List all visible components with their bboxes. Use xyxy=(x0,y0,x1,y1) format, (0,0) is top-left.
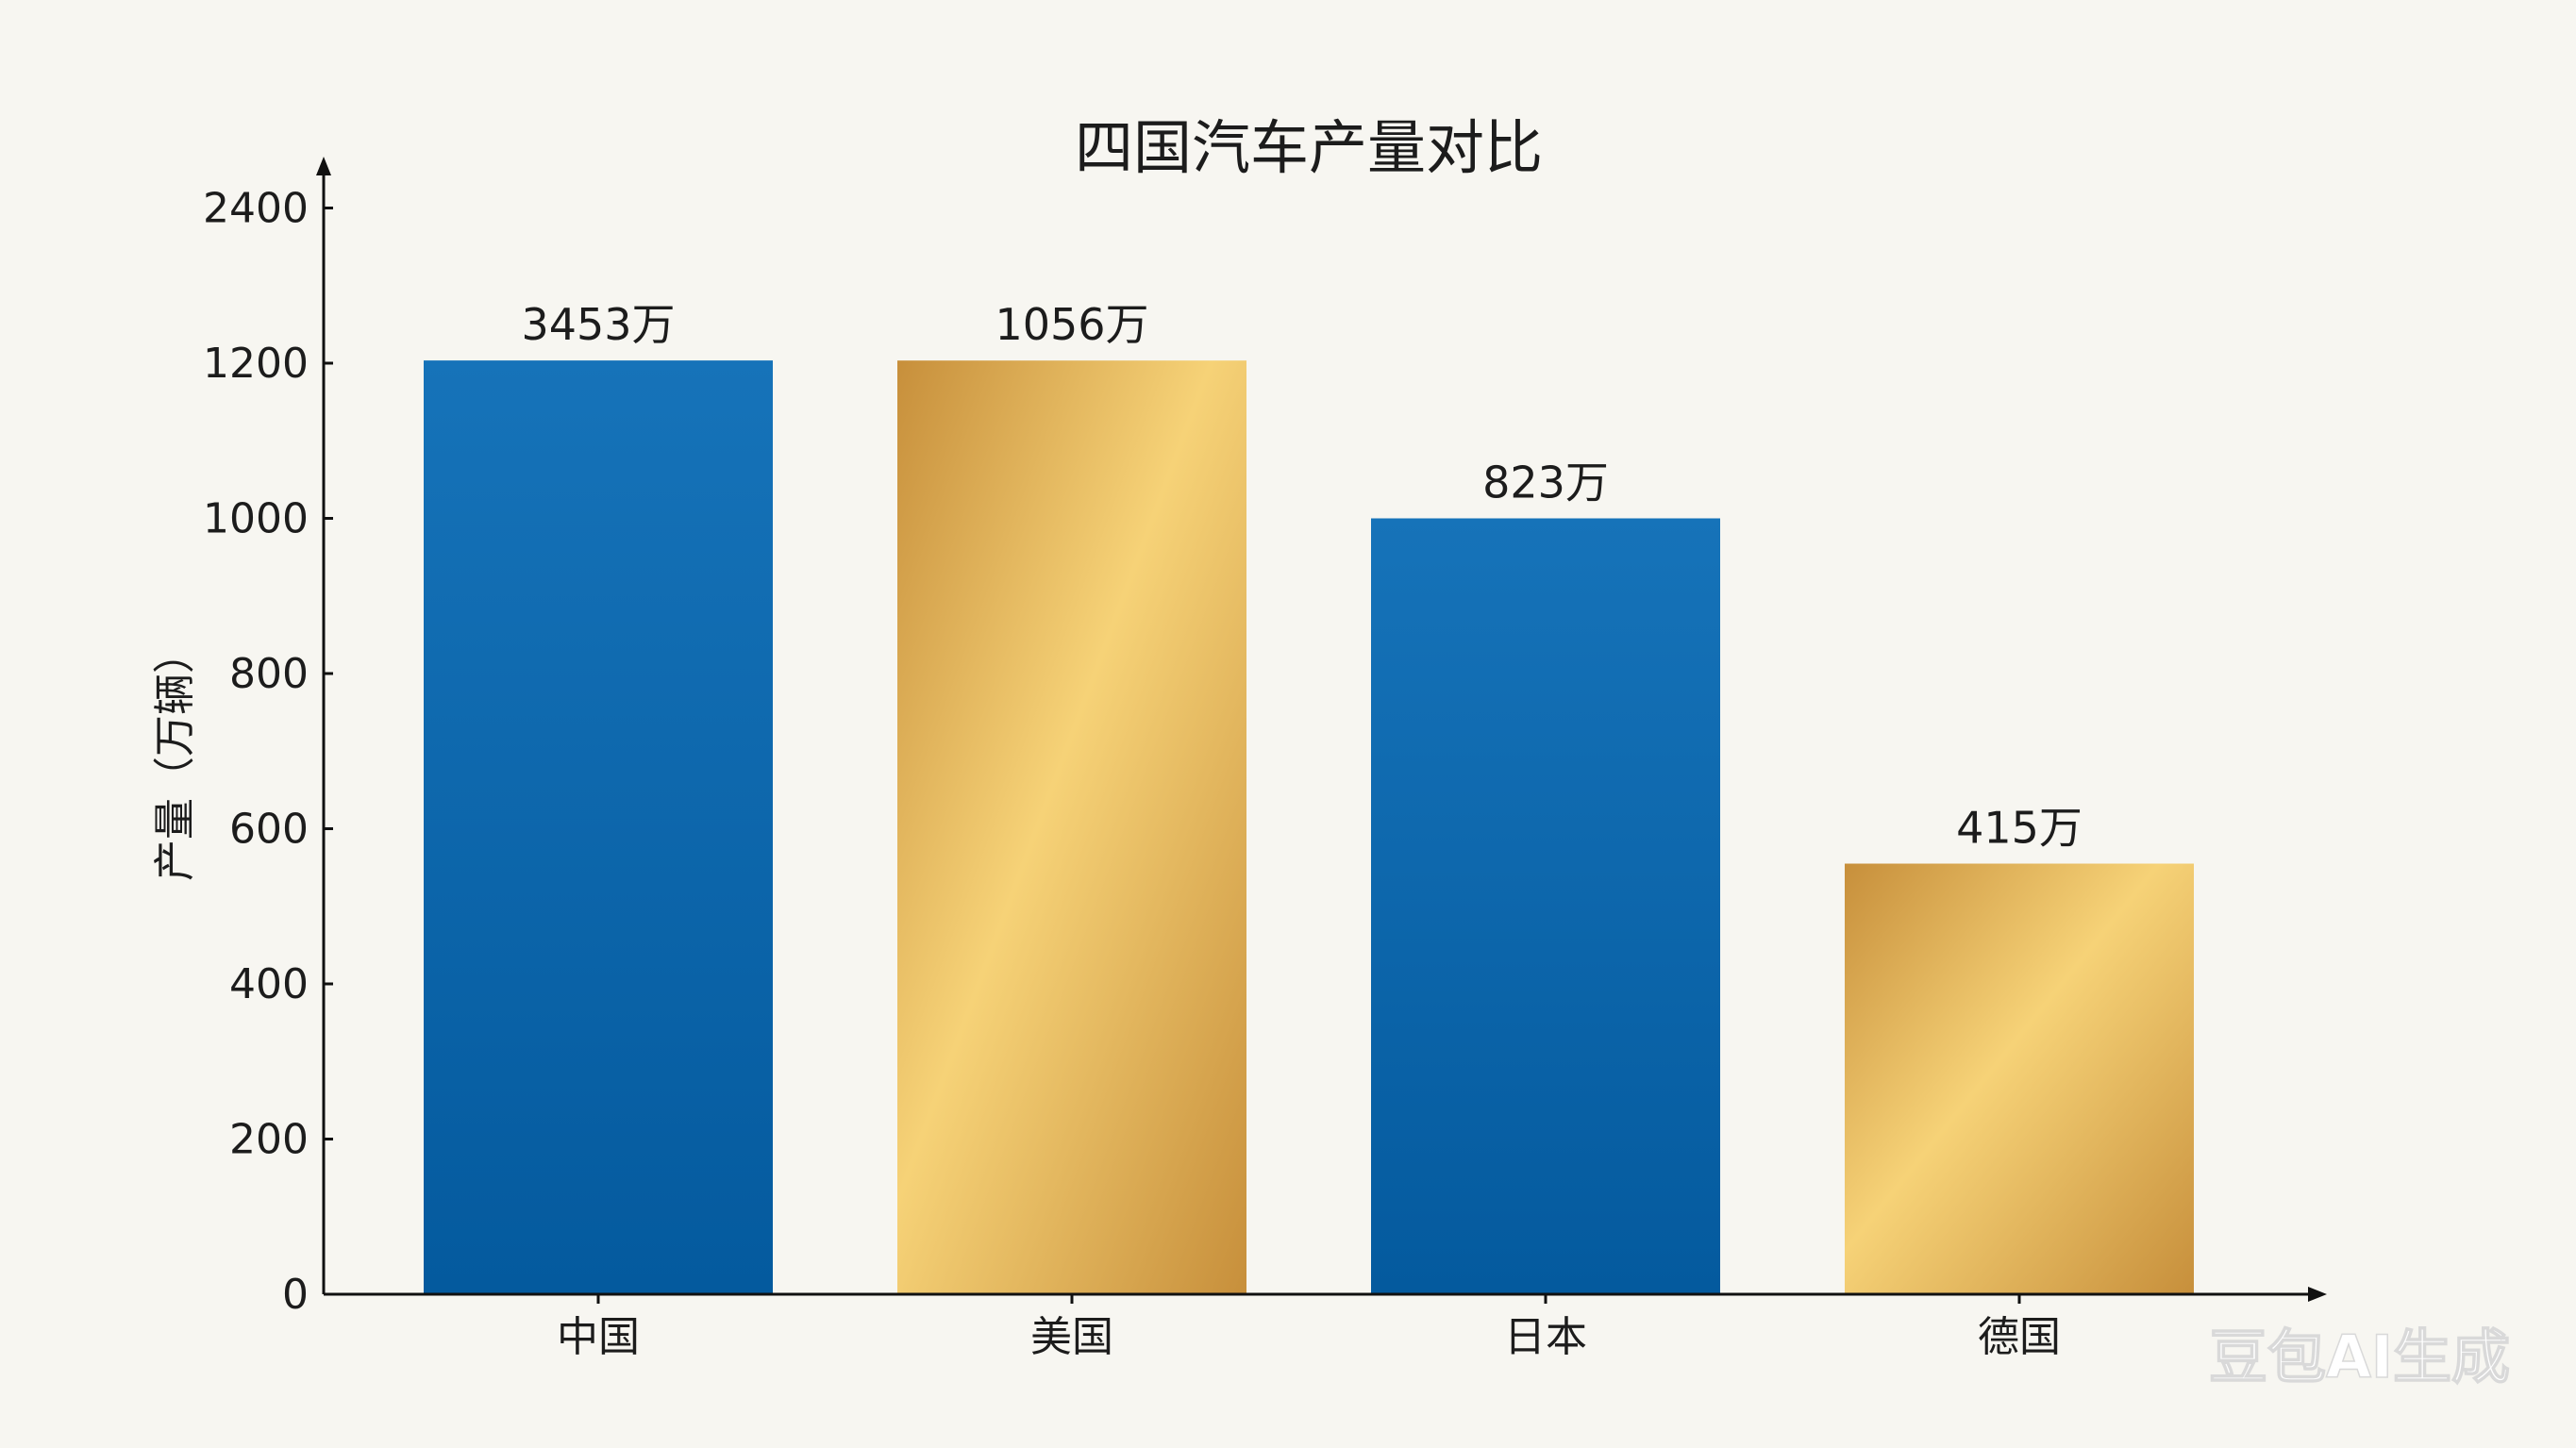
x-axis-arrow xyxy=(2308,1287,2327,1302)
y-axis-ticks: 0 200 400 600 800 1000 1200 2400 xyxy=(203,185,333,1319)
bar-2 xyxy=(897,360,1246,1294)
data-label: 823万 xyxy=(1482,458,1609,508)
x-axis-categories: 中国 美国 日本 德国 xyxy=(557,1294,2061,1361)
y-tick-label: 0 xyxy=(282,1271,309,1319)
y-tick-label: 2400 xyxy=(203,185,309,233)
y-tick-label: 1200 xyxy=(203,340,309,388)
data-label: 3453万 xyxy=(521,299,675,350)
y-tick-label: 1000 xyxy=(203,495,309,543)
y-tick-label: 600 xyxy=(229,806,309,854)
y-tick-label: 200 xyxy=(229,1116,309,1164)
y-axis-arrow xyxy=(316,157,331,175)
x-category-label: 中国 xyxy=(557,1313,640,1361)
bars: 3453万 1056万 823万 415万 xyxy=(424,299,2194,1295)
data-label: 415万 xyxy=(1956,803,2083,854)
x-category-label: 美国 xyxy=(1030,1313,1113,1361)
bar-3 xyxy=(1371,518,1720,1294)
chart-title: 四国汽车产量对比 xyxy=(1075,113,1543,182)
watermark-text: 豆包AI生成 xyxy=(2209,1323,2510,1391)
x-category-label: 日本 xyxy=(1504,1313,1587,1361)
x-category-label: 德国 xyxy=(1978,1313,2061,1361)
y-tick-label: 800 xyxy=(229,650,309,698)
data-label: 1056万 xyxy=(995,299,1148,350)
bar-1 xyxy=(424,360,773,1295)
y-axis-label: 产量（万辆） xyxy=(151,632,199,881)
bar-4 xyxy=(1845,863,2194,1294)
y-tick-label: 400 xyxy=(229,960,309,1008)
